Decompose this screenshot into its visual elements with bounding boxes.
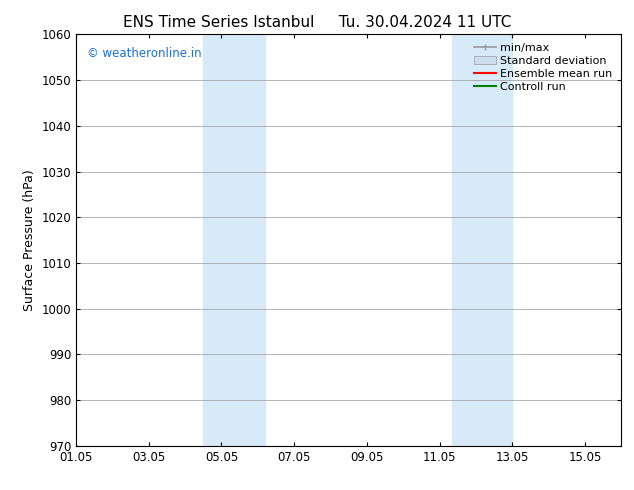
Text: © weatheronline.in: © weatheronline.in	[87, 47, 202, 60]
Bar	[204, 34, 265, 446]
Legend: min/max, Standard deviation, Ensemble mean run, Controll run: min/max, Standard deviation, Ensemble me…	[470, 40, 616, 95]
Y-axis label: Surface Pressure (hPa): Surface Pressure (hPa)	[23, 169, 36, 311]
Text: ENS Time Series Istanbul     Tu. 30.04.2024 11 UTC: ENS Time Series Istanbul Tu. 30.04.2024 …	[123, 15, 511, 30]
Bar	[452, 34, 512, 446]
